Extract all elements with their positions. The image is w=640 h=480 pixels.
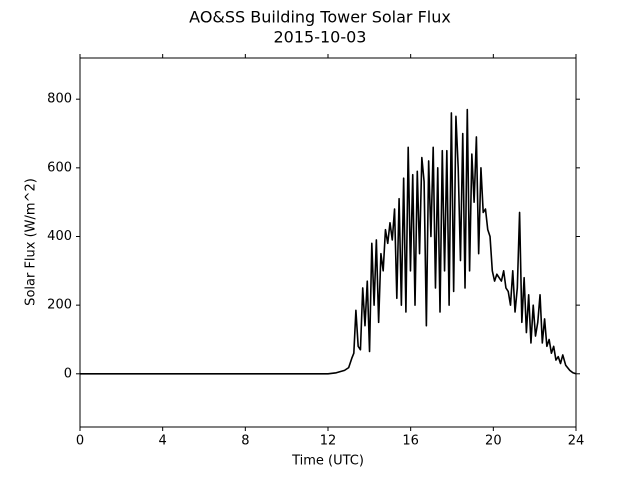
x-tick-label: 24 [568,434,585,449]
plot-frame [79,57,577,428]
x-axis-label: Time (UTC) [291,454,364,469]
x-tick-label: 20 [485,434,502,449]
chart-subtitle: 2015-10-03 [274,28,367,47]
y-tick-label: 200 [47,298,72,313]
y-tick-label: 400 [47,229,72,244]
y-tick-label: 800 [47,92,72,107]
x-tick-label: 16 [402,434,419,449]
y-axis-label: Solar Flux (W/m^2) [24,178,39,306]
x-tick-label: 8 [241,434,249,449]
x-tick-label: 12 [320,434,337,449]
data-line [80,108,577,375]
y-tick-label: 0 [64,366,72,381]
x-tick-label: 0 [76,434,84,449]
x-tick-label: 4 [159,434,167,449]
chart-title: AO&SS Building Tower Solar Flux [189,8,451,27]
y-tick-label: 600 [47,160,72,175]
